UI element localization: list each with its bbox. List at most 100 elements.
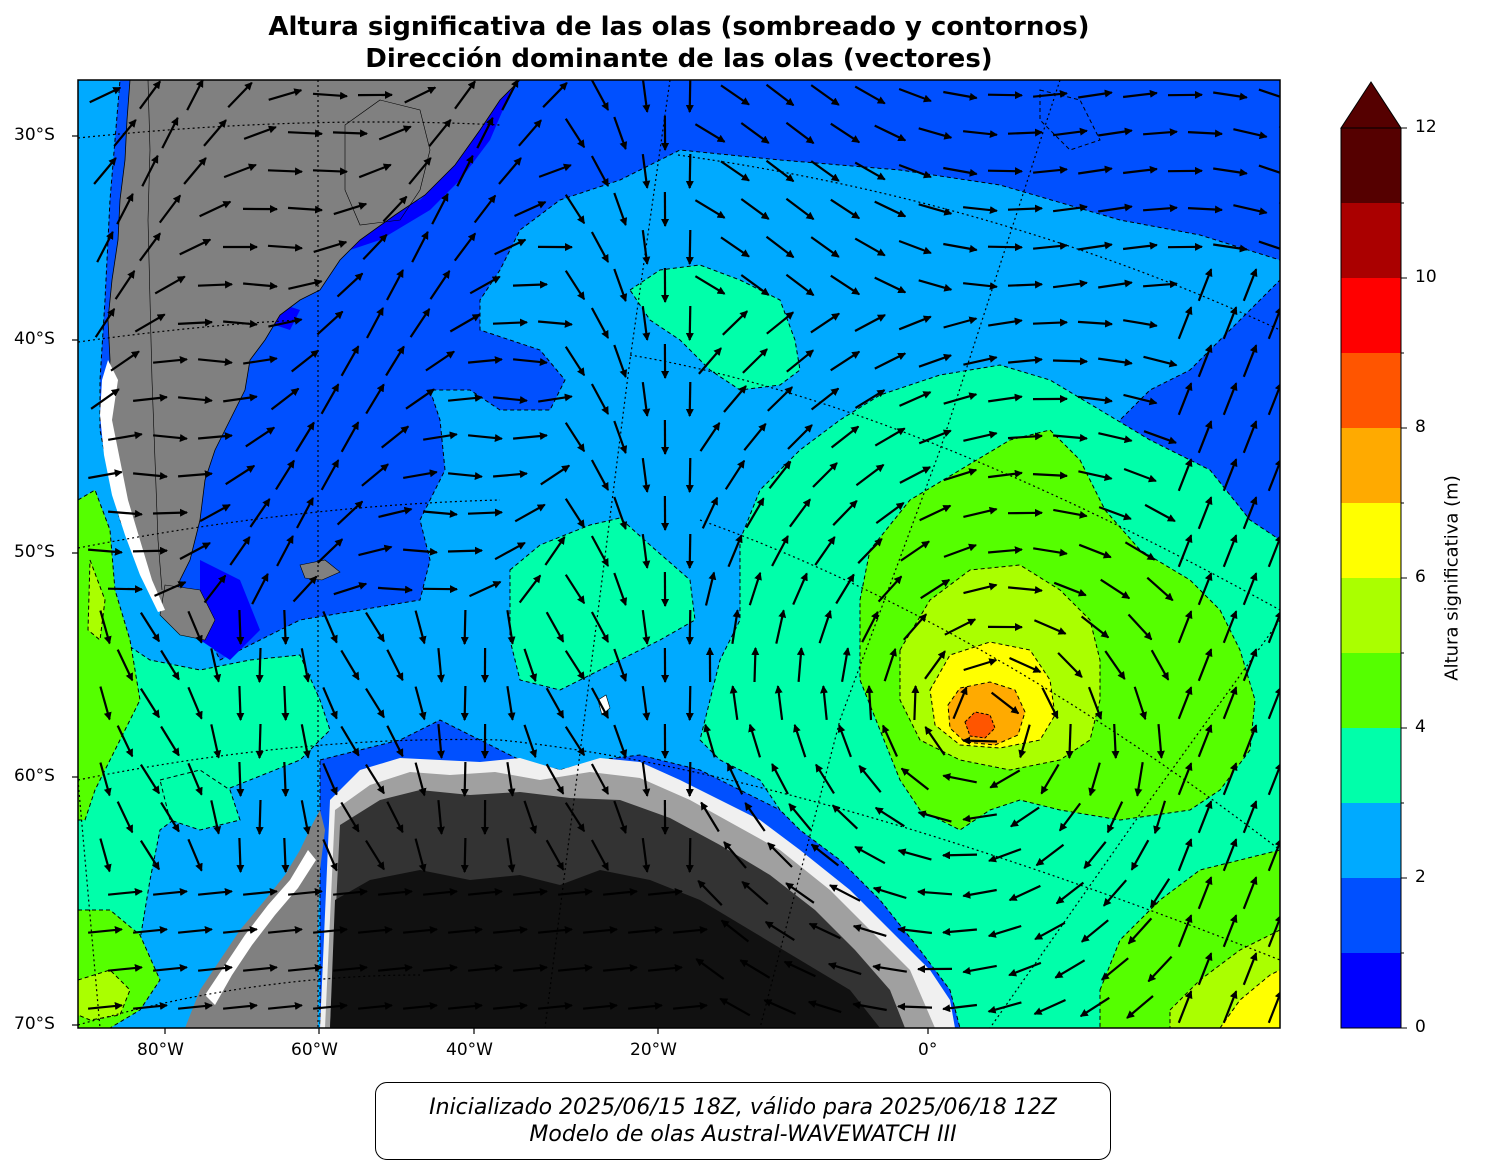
wave-vector [1081, 919, 1109, 943]
lat-label-30s: 30°S [14, 125, 55, 145]
wave-vector [378, 506, 413, 518]
wave-vector [312, 1002, 348, 1010]
wave-vector [223, 163, 257, 179]
wave-vector [340, 649, 360, 681]
lon-label-20w: 20°W [630, 1040, 677, 1060]
wave-vector [1007, 280, 1043, 289]
wave-vector [545, 611, 565, 643]
wave-vector [243, 281, 278, 290]
wave-vector [1197, 572, 1213, 606]
wave-vector [1079, 996, 1110, 1018]
wave-vector [322, 610, 338, 644]
wave-vector [962, 282, 998, 291]
wave-vector [88, 547, 123, 556]
wave-vector [943, 392, 978, 405]
wave-vector [1007, 128, 1043, 137]
wave-vector [498, 157, 522, 185]
wave-vector [854, 237, 886, 257]
wave-vector [1041, 687, 1059, 720]
wave-vector [161, 117, 179, 149]
wave-vector [720, 236, 750, 258]
wave-vector [564, 422, 586, 453]
wave-vector [1078, 165, 1113, 175]
wave-vector [473, 194, 497, 224]
wave-vector [924, 726, 946, 756]
wave-vector [768, 460, 792, 489]
wave-vector [743, 423, 767, 451]
wave-vector [139, 764, 161, 795]
wave-vector [1033, 619, 1067, 635]
colorbar-segment [1341, 503, 1401, 578]
wave-vector [409, 308, 431, 338]
wave-vector [460, 685, 469, 721]
wave-vector [300, 800, 311, 835]
wave-vector [93, 157, 117, 185]
wave-vector [741, 880, 769, 906]
wave-vector [590, 459, 610, 491]
wave-vector [1126, 995, 1154, 1019]
wave-vector [613, 496, 628, 530]
wave-vector [1122, 165, 1158, 175]
wave-vector [1222, 382, 1238, 416]
wave-vector [1098, 357, 1133, 367]
wave-vector [243, 355, 278, 365]
wave-vector [422, 964, 458, 972]
wave-vector [523, 724, 538, 759]
wave-vector [1143, 128, 1178, 137]
wave-vector [830, 350, 861, 372]
wave-vector [1289, 953, 1301, 985]
wave-vector [402, 926, 438, 934]
wave-vector [952, 686, 968, 720]
wave-vector [1007, 432, 1043, 441]
wave-vector [1177, 534, 1193, 568]
wave-vector [590, 307, 610, 339]
wave-vector [365, 688, 385, 719]
wave-vector [320, 459, 340, 491]
wave-vector [132, 546, 168, 555]
wave-vector [685, 685, 694, 721]
wave-vector [402, 1002, 438, 1010]
wave-vector [1222, 306, 1238, 340]
wave-vector [152, 508, 188, 517]
wave-vector [627, 926, 663, 934]
wave-vector [223, 393, 258, 403]
wave-vector [447, 926, 483, 934]
wave-vector [918, 429, 952, 445]
wave-vector [281, 609, 290, 645]
wave-vector [788, 803, 812, 831]
wave-vector [685, 609, 694, 645]
wave-vector [854, 161, 886, 181]
colorbar-tick-6: 6 [1415, 567, 1426, 587]
wave-vector [453, 232, 477, 262]
wave-vector [872, 886, 907, 900]
wave-vector [564, 498, 586, 529]
wave-vector [872, 963, 907, 973]
wave-vector [1053, 508, 1088, 519]
wave-vector [898, 87, 932, 103]
wave-vector [1267, 534, 1280, 568]
wave-vector [245, 426, 276, 448]
wave-vector [414, 838, 427, 873]
wave-vector [506, 686, 516, 721]
wave-vector [627, 1002, 663, 1010]
wave-vector [1007, 356, 1043, 365]
wave-vector [740, 274, 770, 296]
wave-vector [830, 425, 860, 449]
wave-vector [1147, 955, 1173, 983]
wave-vector [199, 503, 231, 523]
wave-vector [222, 1002, 258, 1010]
wave-vector [1267, 838, 1280, 872]
wave-vector [590, 231, 610, 263]
wave-vector [694, 199, 726, 219]
wave-vector [1078, 241, 1113, 251]
wave-vector [841, 647, 851, 682]
wave-vector [857, 538, 883, 564]
colorbar-tick-12: 12 [1415, 117, 1437, 137]
wave-vector [1289, 269, 1301, 301]
wave-vector [186, 80, 204, 111]
wave-vector [467, 356, 503, 365]
wave-vector [187, 610, 203, 644]
wave-vector [1197, 648, 1213, 682]
wave-vector [898, 239, 932, 255]
wave-vector [1032, 90, 1068, 98]
